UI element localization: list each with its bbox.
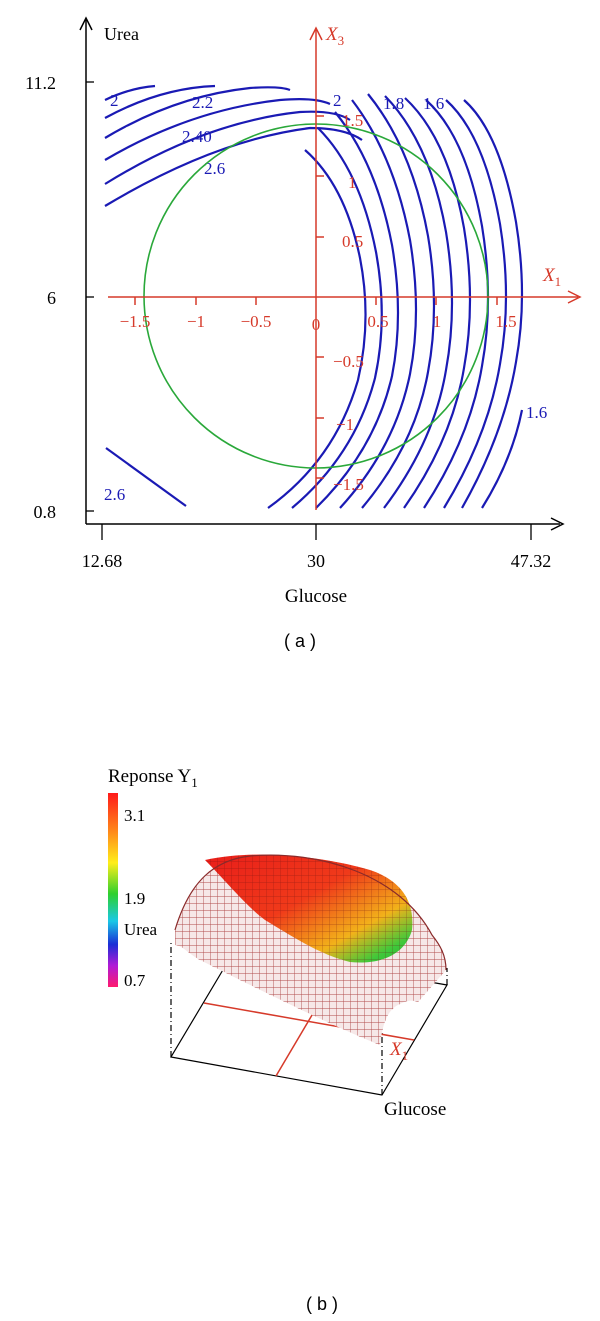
colorbar-tick-label: 1.9 <box>124 889 145 908</box>
x-axis-label: Glucose <box>285 586 347 607</box>
contour-line <box>291 127 383 509</box>
x-tick-label: 12.68 <box>82 551 123 571</box>
contour-label: 2.40 <box>182 127 212 146</box>
coded-x-tick-label: −1 <box>187 312 205 331</box>
x-tick-label: 47.32 <box>511 551 552 571</box>
contour-line <box>461 99 524 509</box>
coded-y-tick-label: 1.5 <box>342 111 363 130</box>
contour-line <box>443 99 508 509</box>
y-tick-label: 11.2 <box>25 73 56 93</box>
y-tick-label: 0.8 <box>34 502 57 522</box>
surface-plot: Reponse Y1 3.1 1.9 Urea 0.7 <box>108 766 448 1314</box>
contour-label: 1.6 <box>423 94 444 113</box>
coded-x-tick-label: 1 <box>433 312 442 331</box>
contour-line <box>104 126 363 207</box>
coded-y-axis-label: X3 <box>325 24 344 48</box>
contour-line <box>104 84 156 101</box>
contour-line <box>339 99 418 509</box>
coded-x-tick-label: −1.5 <box>120 312 151 331</box>
contour-label: 2 <box>333 91 342 110</box>
colorbar-axis-label: Urea <box>124 920 157 939</box>
response-label: Reponse Y1 <box>108 766 198 790</box>
contour-label: 1.8 <box>383 94 404 113</box>
coded-axes <box>108 26 582 510</box>
surface-x-label: Glucose <box>384 1099 446 1120</box>
contour-line <box>315 111 400 509</box>
coded-y-tick-label: 0.5 <box>342 232 363 251</box>
y-tick-label: 6 <box>47 288 56 308</box>
contour-line <box>104 98 331 161</box>
x-tick-label: 30 <box>307 551 325 571</box>
contour-line <box>104 84 216 119</box>
panel-label-b: ( b ) <box>306 1294 338 1314</box>
coded-y-tick-label: −1 <box>336 415 354 434</box>
contour-plot: Urea 11.2 6 0.8 12.68 30 47.32 Glucose <box>25 16 582 651</box>
contour-label: 2.6 <box>204 159 225 178</box>
contour-label: 1.6 <box>526 403 547 422</box>
colorbar <box>108 793 118 987</box>
coded-y-tick-label: −0.5 <box>333 352 364 371</box>
panel-label-a: ( a ) <box>284 631 316 651</box>
coded-x-tick-label: 0 <box>312 315 321 334</box>
contour-line <box>267 149 367 509</box>
contour-line <box>104 86 291 139</box>
x-axis-arrow <box>550 517 565 531</box>
coded-y-tick-label: 1 <box>348 173 357 192</box>
contour-label: 2.6 <box>104 485 125 504</box>
surface-x-coded-label: X1 <box>389 1039 408 1063</box>
coded-x-tick-label: 1.5 <box>495 312 516 331</box>
contour-line <box>105 447 187 507</box>
y-axis-label: Urea <box>104 24 139 44</box>
contour-label: 2 <box>110 91 119 110</box>
contour-line <box>383 95 454 509</box>
contour-line <box>403 97 472 509</box>
coded-x-tick-label: 0.5 <box>367 312 388 331</box>
coded-x-tick-label: −0.5 <box>241 312 272 331</box>
contour-label: 2.2 <box>192 93 213 112</box>
contour-lines <box>104 84 524 509</box>
coded-x-axis-label: X1 <box>542 265 561 289</box>
coded-y-tick-label: −1.5 <box>333 475 364 494</box>
contour-line <box>104 110 351 185</box>
colorbar-tick-label: 0.7 <box>124 971 146 990</box>
y-axis-arrow <box>79 16 93 31</box>
contour-line <box>481 409 524 509</box>
colorbar-tick-label: 3.1 <box>124 806 145 825</box>
